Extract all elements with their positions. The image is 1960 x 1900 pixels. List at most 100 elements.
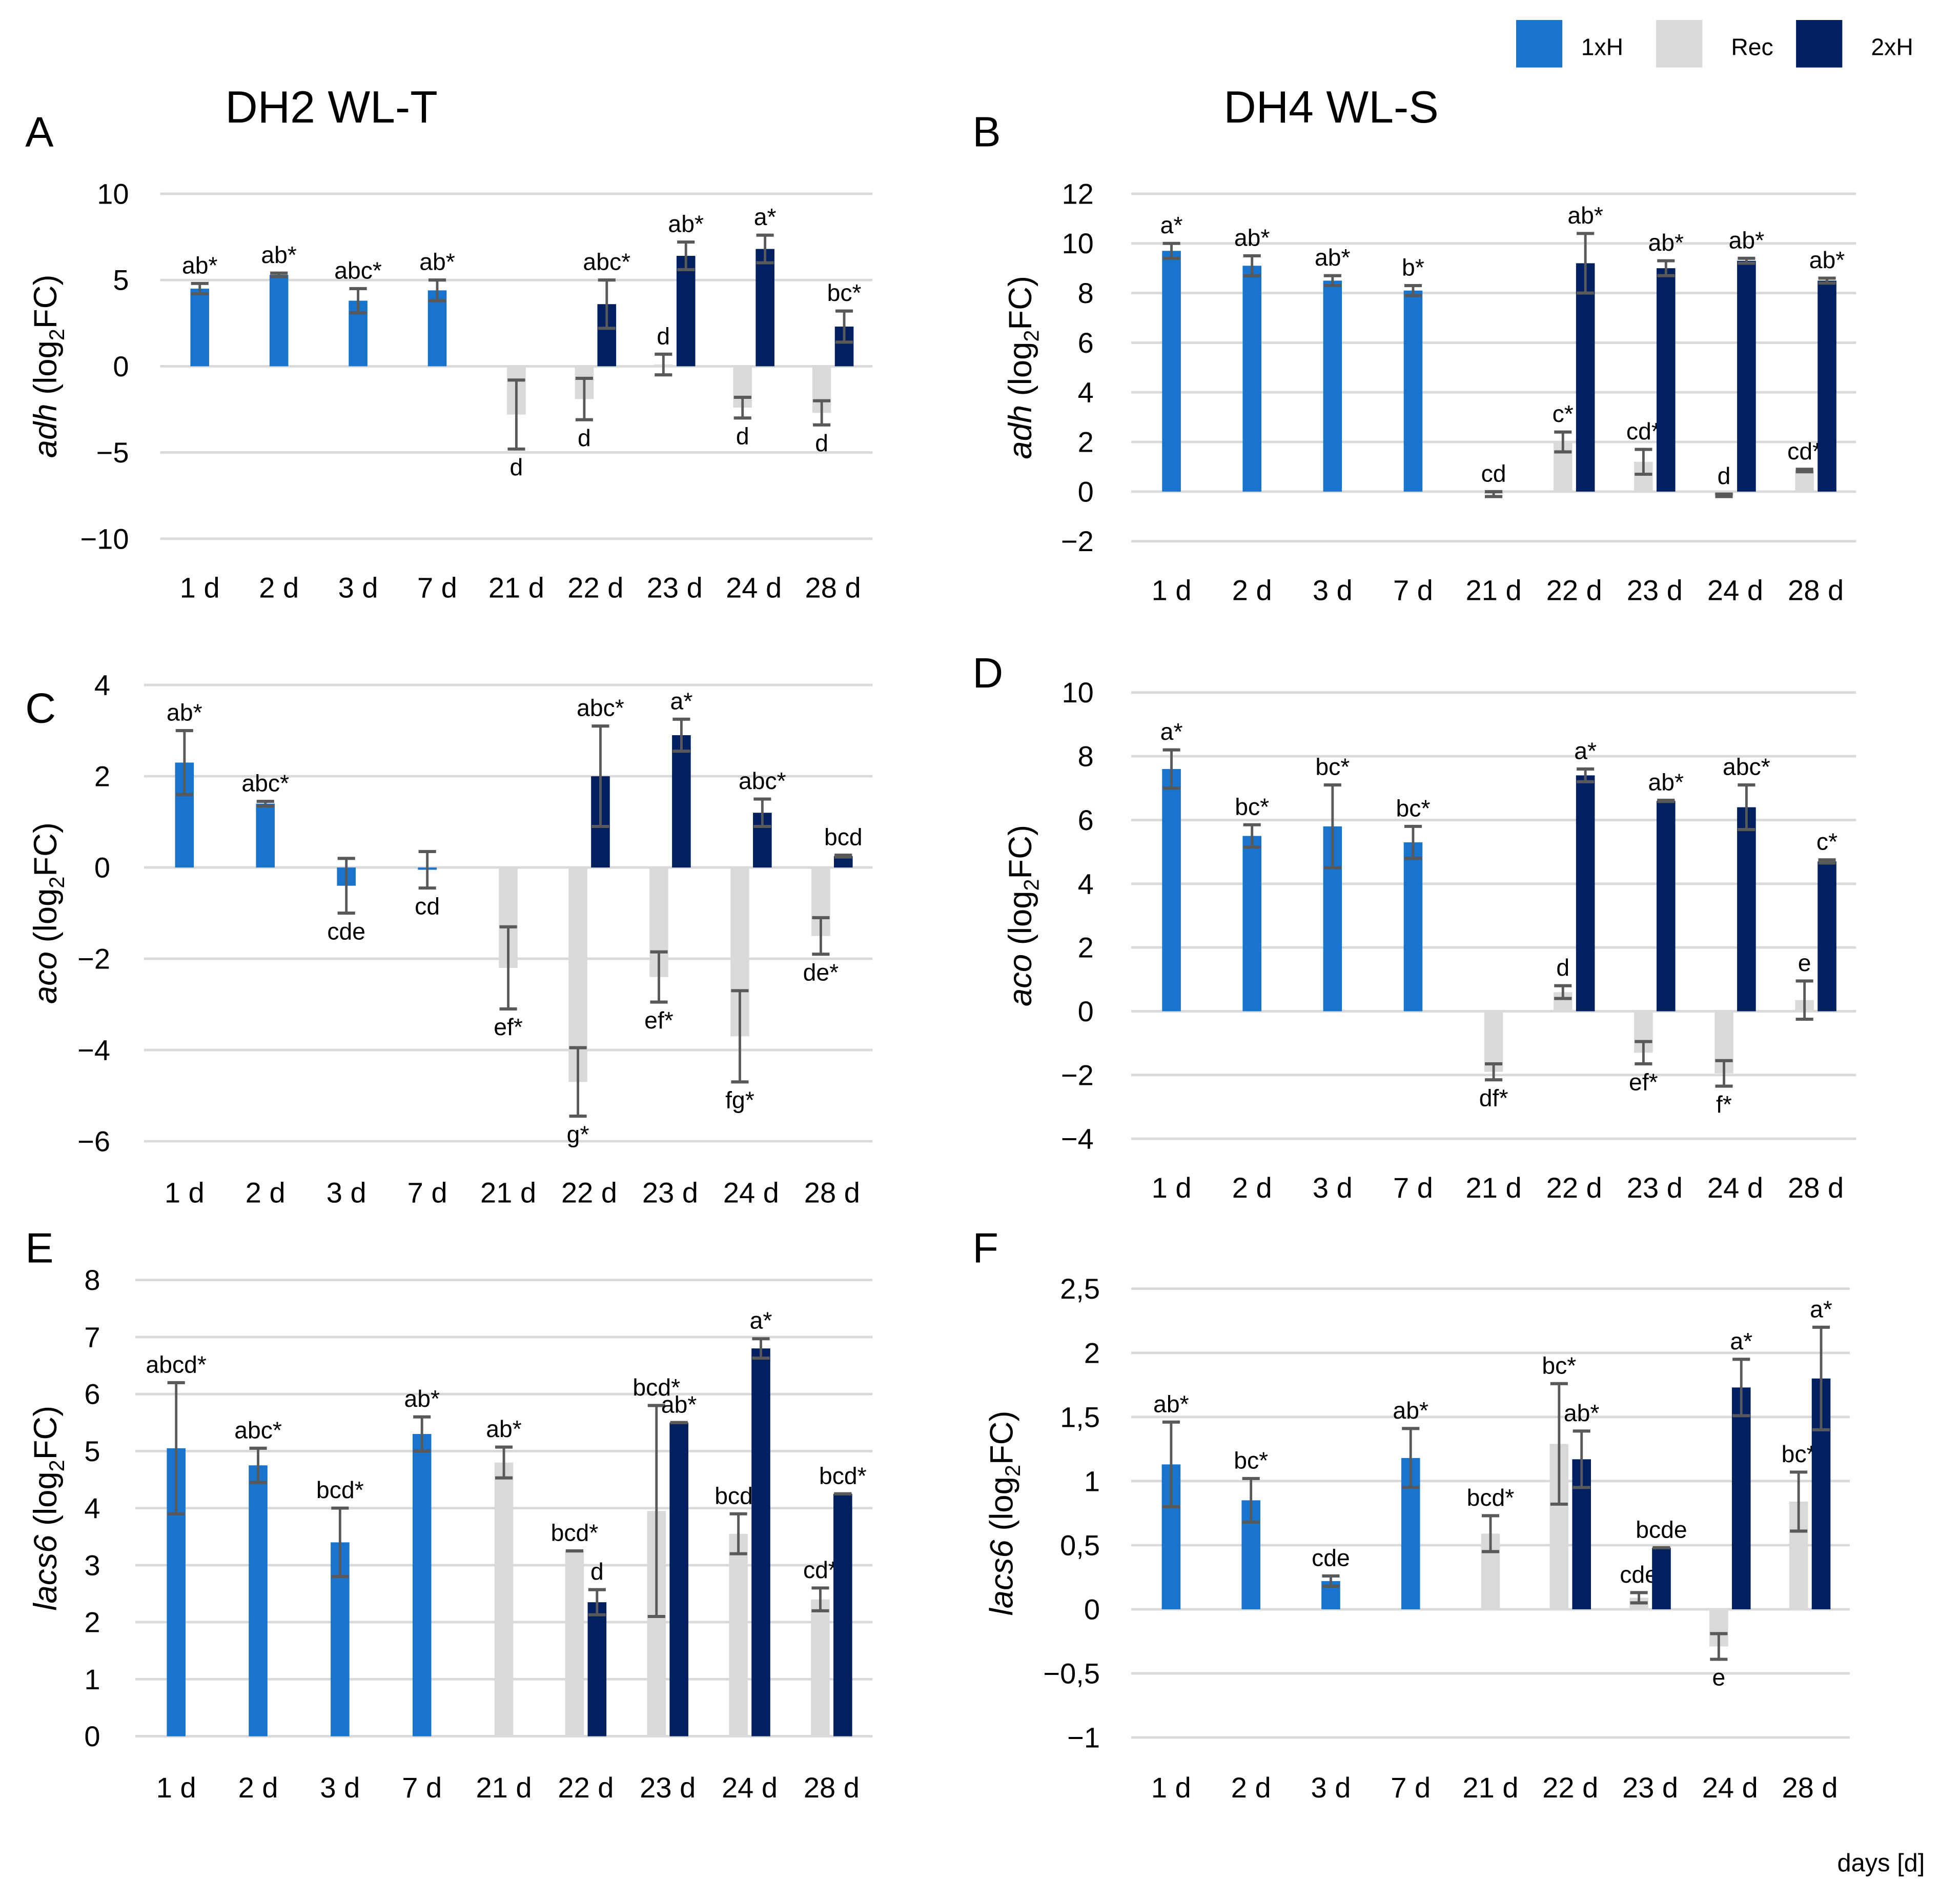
y-tick-label: 8	[84, 1264, 100, 1296]
significance-label: ab*	[1648, 769, 1684, 795]
y-tick-label: −5	[96, 436, 129, 469]
significance-label: cd*	[1787, 438, 1822, 464]
panel-title: DH2 WL-T	[225, 82, 437, 132]
legend-swatch-1xh	[1516, 20, 1563, 68]
significance-label: a*	[1160, 718, 1183, 745]
y-tick-label: −1	[1067, 1722, 1100, 1754]
x-tick-label: 28 d	[804, 1771, 860, 1804]
x-tick-label: 3 d	[320, 1771, 360, 1804]
x-tick-label: 1 d	[156, 1771, 196, 1804]
x-tick-label: 7 d	[417, 571, 457, 603]
y-tick-label: 2	[1084, 1337, 1100, 1369]
y-tick-label: 2,5	[1060, 1272, 1100, 1305]
bar-rec	[811, 1599, 830, 1736]
significance-label: ab*	[182, 252, 218, 278]
y-tick-label: 4	[84, 1492, 100, 1524]
x-tick-label: 3 d	[338, 571, 378, 603]
x-tick-label: 24 d	[1707, 574, 1763, 606]
x-tick-label: 21 d	[1462, 1771, 1518, 1804]
significance-label: ab*	[486, 1416, 522, 1442]
bar-1xh	[1162, 251, 1181, 492]
significance-label: ab*	[1393, 1397, 1428, 1424]
bar-1xh	[1403, 842, 1423, 1012]
y-axis-unit: (log	[1003, 891, 1038, 954]
bar-1xh	[1242, 266, 1261, 492]
significance-label: ab*	[1809, 247, 1845, 273]
y-axis-unit: (log	[28, 340, 64, 403]
x-tick-label: 2 d	[1232, 1171, 1272, 1204]
x-tick-label: 23 d	[1627, 1171, 1683, 1204]
x-tick-label: 3 d	[326, 1177, 366, 1209]
bar-rec	[729, 1533, 748, 1736]
bar-2xh	[1737, 260, 1756, 492]
x-tick-label: 28 d	[1788, 1171, 1844, 1204]
y-tick-label: 0	[1078, 475, 1094, 508]
x-tick-label: 1 d	[165, 1177, 205, 1209]
y-axis-gene: lacs6	[984, 1540, 1019, 1616]
y-axis-gene: adh	[28, 403, 64, 458]
y-tick-label: 0	[113, 350, 129, 382]
x-tick-label: 7 d	[407, 1177, 447, 1209]
bar-2xh	[676, 256, 696, 367]
legend-label-rec: Rec	[1731, 33, 1773, 60]
significance-label: ab*	[167, 699, 202, 726]
y-axis-unit: (log	[28, 1471, 64, 1534]
significance-label: ab*	[1153, 1390, 1189, 1417]
y-axis-subscript: 2	[1019, 330, 1044, 342]
x-tick-label: 24 d	[1707, 1171, 1763, 1204]
x-tick-label: 21 d	[1466, 574, 1522, 606]
significance-label: ab*	[1315, 244, 1351, 271]
x-tick-label: 22 d	[558, 1771, 614, 1804]
y-axis-unit-end: FC)	[28, 275, 64, 329]
significance-label: abcd*	[146, 1351, 206, 1378]
bar-2xh	[834, 856, 853, 868]
y-axis-unit-end: FC)	[28, 1406, 64, 1460]
x-tick-label: 24 d	[723, 1177, 779, 1209]
y-tick-label: 1	[84, 1663, 100, 1695]
significance-label: ef*	[1629, 1068, 1658, 1095]
significance-label: a*	[1730, 1328, 1752, 1355]
significance-label: ab*	[1648, 229, 1684, 256]
significance-label: cd	[1481, 460, 1506, 487]
x-tick-label: 21 d	[488, 571, 544, 603]
significance-label: bc*	[1396, 795, 1430, 821]
bar-2xh	[587, 1602, 607, 1736]
significance-label: a*	[754, 204, 777, 230]
significance-label: d	[578, 425, 591, 451]
x-tick-label: 2 d	[259, 571, 299, 603]
significance-label: a*	[750, 1307, 772, 1334]
bar-1xh	[427, 290, 447, 367]
significance-label: a*	[1160, 212, 1183, 238]
significance-label: abc*	[241, 770, 289, 797]
y-tick-label: 6	[84, 1378, 100, 1410]
y-tick-label: 0	[94, 852, 110, 884]
bar-rec	[494, 1462, 514, 1736]
x-tick-label: 1 d	[1152, 1171, 1192, 1204]
y-tick-label: 10	[97, 177, 129, 210]
y-tick-label: 8	[1078, 740, 1094, 773]
bar-1xh	[190, 288, 210, 367]
significance-label: bc*	[1315, 754, 1350, 780]
bar-1xh	[249, 1465, 268, 1736]
bar-2xh	[1652, 1547, 1671, 1609]
x-tick-label: 28 d	[805, 571, 861, 603]
y-tick-label: 2	[94, 760, 110, 793]
significance-label: d	[510, 454, 523, 480]
x-tick-label: 3 d	[1313, 1171, 1353, 1204]
significance-label: g*	[567, 1121, 589, 1147]
significance-label: bcde	[1636, 1516, 1687, 1543]
significance-label: ab*	[1729, 227, 1765, 253]
y-axis-subscript: 2	[45, 877, 69, 888]
bar-1xh	[256, 803, 275, 868]
significance-label: e	[1712, 1664, 1725, 1691]
y-axis-unit-end: FC)	[1003, 825, 1038, 879]
bar-2xh	[672, 735, 691, 868]
x-tick-label: 23 d	[647, 571, 703, 603]
x-tick-label: 7 d	[402, 1771, 442, 1804]
y-tick-label: 6	[1078, 327, 1094, 359]
y-tick-label: 7	[84, 1321, 100, 1353]
bar-2xh	[1576, 775, 1595, 1012]
significance-label: ab*	[261, 241, 297, 268]
